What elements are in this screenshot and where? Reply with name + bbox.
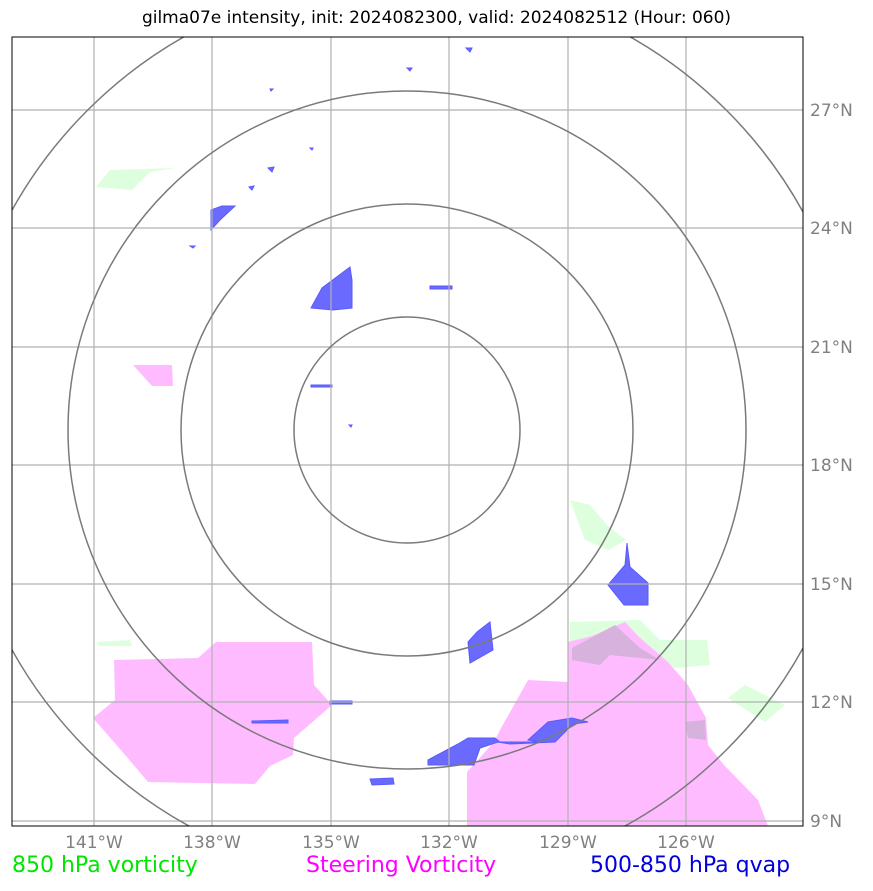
lon-label: 138°W [183, 833, 241, 853]
lat-label: 9°N [810, 812, 842, 832]
qvap-contours [188, 47, 649, 786]
lat-label: 15°N [810, 575, 853, 595]
graticule [12, 37, 803, 826]
lon-label: 141°W [65, 833, 123, 853]
latitude-labels: 27°N 24°N 21°N 18°N 15°N 12°N 9°N [810, 101, 853, 832]
lon-label: 135°W [302, 833, 360, 853]
lat-label: 12°N [810, 693, 853, 713]
vorticity-850-contours [96, 168, 785, 722]
lat-label: 18°N [810, 456, 853, 476]
steering-vorticity-contours [93, 365, 768, 826]
longitude-labels: 141°W 138°W 135°W 132°W 129°W 126°W [65, 833, 715, 853]
legend-qvap: 500-850 hPa qvap [590, 853, 791, 878]
lon-label: 126°W [657, 833, 715, 853]
legend-850-vorticity: 850 hPa vorticity [12, 853, 198, 878]
lon-label: 129°W [539, 833, 597, 853]
overlap-shading [572, 625, 706, 740]
map-title: gilma07e intensity, init: 2024082300, va… [141, 8, 732, 28]
map-frame [11, 36, 804, 827]
range-rings [12, 37, 803, 826]
lat-label: 27°N [810, 101, 853, 121]
legend-steering-vorticity: Steering Vorticity [306, 853, 497, 878]
lat-label: 21°N [810, 338, 853, 358]
lat-label: 24°N [810, 219, 853, 239]
lon-label: 132°W [420, 833, 478, 853]
